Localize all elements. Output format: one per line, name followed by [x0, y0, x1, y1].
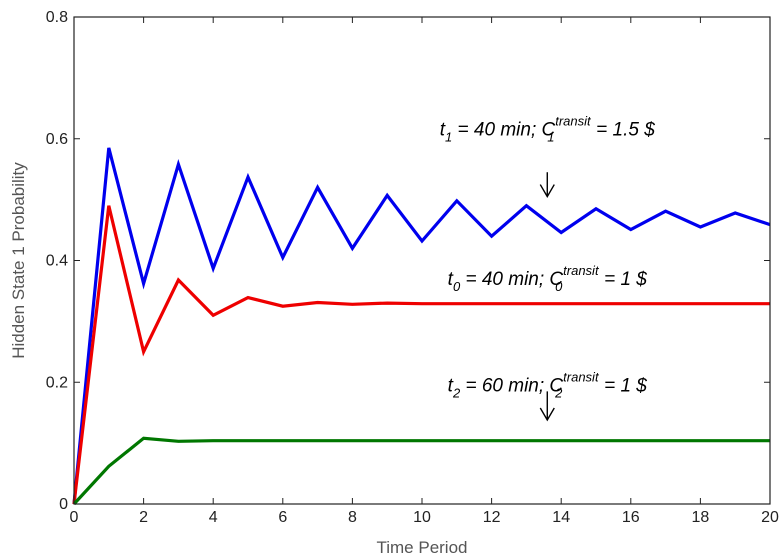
annotation-2: t0 = 40 min; Ctransit 0 = 1 $ [448, 263, 648, 294]
x-tick-label: 0 [70, 509, 79, 526]
x-tick-label: 8 [348, 509, 357, 526]
x-axis-title: Time Period [376, 538, 467, 557]
y-axis-title: Hidden State 1 Probability [9, 162, 28, 359]
annotation-1: t1 = 40 min; Ctransit 1 = 1.5 $ [440, 114, 655, 198]
annotation-label: t1 = 40 min; Ctransit 1 = 1.5 $ [440, 114, 655, 145]
annotation-3: t2 = 60 min; Ctransit 2 = 1 $ [448, 369, 648, 422]
plot-frame [73, 16, 771, 505]
annotation-arrow-head [539, 184, 555, 198]
x-tick-label: 20 [761, 509, 779, 526]
series-layer [72, 147, 771, 506]
annotation-label: t2 = 60 min; Ctransit 2 = 1 $ [448, 369, 648, 400]
x-tick-label: 16 [622, 509, 640, 526]
x-tick-label: 10 [413, 509, 431, 526]
x-tick-label: 12 [483, 509, 501, 526]
series-line-3 [72, 436, 770, 506]
y-ticks: 0 0.2 0.4 0.6 0.8 [46, 9, 770, 513]
x-tick-label: 18 [692, 509, 710, 526]
y-tick-label: 0.4 [46, 253, 68, 270]
series-line-2 [72, 205, 770, 505]
y-tick-label: 0.8 [46, 9, 68, 26]
y-tick-label: 0.2 [46, 374, 68, 391]
y-tick-label: 0.6 [46, 131, 68, 148]
x-tick-label: 4 [209, 509, 218, 526]
x-tick-label: 6 [278, 509, 287, 526]
y-tick-label: 0 [59, 496, 68, 513]
x-ticks: 0 2 4 6 8 10 12 14 16 18 20 [70, 17, 779, 526]
annotations: t1 = 40 min; Ctransit 1 = 1.5 $ t0 = 40 mi… [440, 114, 655, 422]
series-line-1 [72, 147, 771, 505]
x-tick-label: 2 [139, 509, 148, 526]
annotation-arrow-head [539, 407, 555, 422]
annotation-label: t0 = 40 min; Ctransit 0 = 1 $ [448, 263, 648, 294]
x-tick-label: 14 [552, 509, 570, 526]
